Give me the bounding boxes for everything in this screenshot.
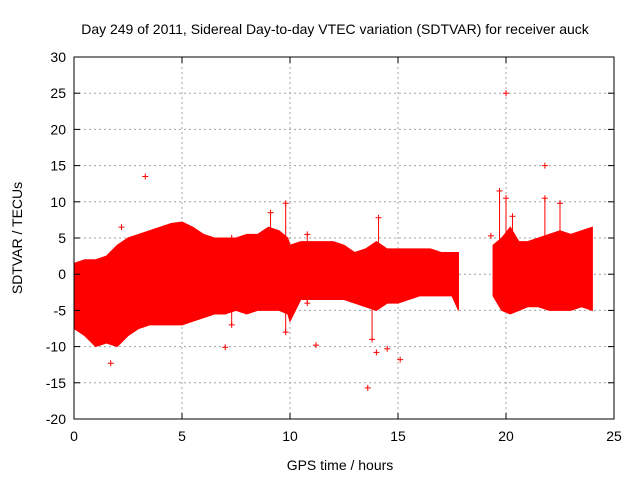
y-tick-label: 10 — [50, 194, 66, 210]
y-tick-label: 15 — [50, 158, 66, 174]
outlier-point — [107, 360, 114, 367]
y-tick-label: -15 — [46, 375, 66, 391]
data-point — [496, 242, 503, 249]
outlier-point — [222, 344, 229, 351]
data-point — [509, 213, 516, 220]
outlier-point — [397, 356, 404, 363]
data-point — [304, 300, 311, 307]
data-point — [496, 187, 503, 194]
data-point — [228, 321, 235, 328]
outlier-point — [373, 349, 380, 356]
x-tick-label: 15 — [390, 428, 406, 444]
outlier-point — [118, 224, 125, 231]
outlier-point — [487, 232, 494, 239]
y-tick-label: 25 — [50, 85, 66, 101]
data-point — [228, 235, 235, 241]
outlier-point — [384, 345, 391, 352]
y-tick-label: -20 — [46, 411, 66, 427]
data-point — [375, 249, 382, 256]
x-axis-label: GPS time / hours — [287, 457, 394, 473]
x-tick-label: 10 — [282, 428, 298, 444]
data-point — [509, 242, 516, 249]
y-tick-label: -10 — [46, 339, 66, 355]
data-point — [503, 195, 509, 202]
data-band-late — [492, 226, 593, 315]
outlier-point — [312, 342, 319, 349]
y-tick-label: 5 — [58, 230, 66, 246]
y-tick-label: -5 — [54, 302, 67, 318]
data-band-main — [73, 221, 459, 348]
data-point — [304, 231, 311, 238]
grid-lines — [74, 57, 614, 419]
y-tick-label: 0 — [58, 266, 66, 282]
data-point — [557, 200, 563, 207]
chart-title: Day 249 of 2011, Sidereal Day-to-day VTE… — [81, 21, 590, 37]
x-tick-label: 20 — [498, 428, 514, 444]
outlier-point — [364, 384, 371, 391]
outlier-point — [541, 162, 548, 169]
data-point — [503, 235, 509, 241]
data-point — [282, 200, 289, 207]
data-point — [369, 336, 376, 343]
data-point — [369, 256, 376, 263]
data-point — [557, 235, 563, 241]
x-tick-label: 5 — [178, 428, 186, 444]
y-axis-label: SDTVAR / TECUs — [9, 182, 25, 294]
data-point — [282, 329, 289, 336]
data-point — [267, 235, 274, 241]
data-point — [375, 214, 382, 221]
x-tick-label: 25 — [606, 428, 622, 444]
outlier-point — [503, 90, 509, 97]
x-tick-label: 0 — [70, 428, 78, 444]
plot-frame — [73, 56, 615, 420]
data-point — [267, 209, 274, 216]
y-tick-label: 30 — [50, 49, 66, 65]
data-point — [541, 195, 548, 202]
data-point — [541, 242, 548, 249]
axis-ticks: 0 5 10 15 20 25 -20 -15 -10 -5 0 5 10 15 20 25 30 — [46, 49, 622, 444]
data-points — [73, 90, 593, 391]
outlier-point — [142, 173, 149, 180]
y-tick-label: 20 — [50, 121, 66, 137]
